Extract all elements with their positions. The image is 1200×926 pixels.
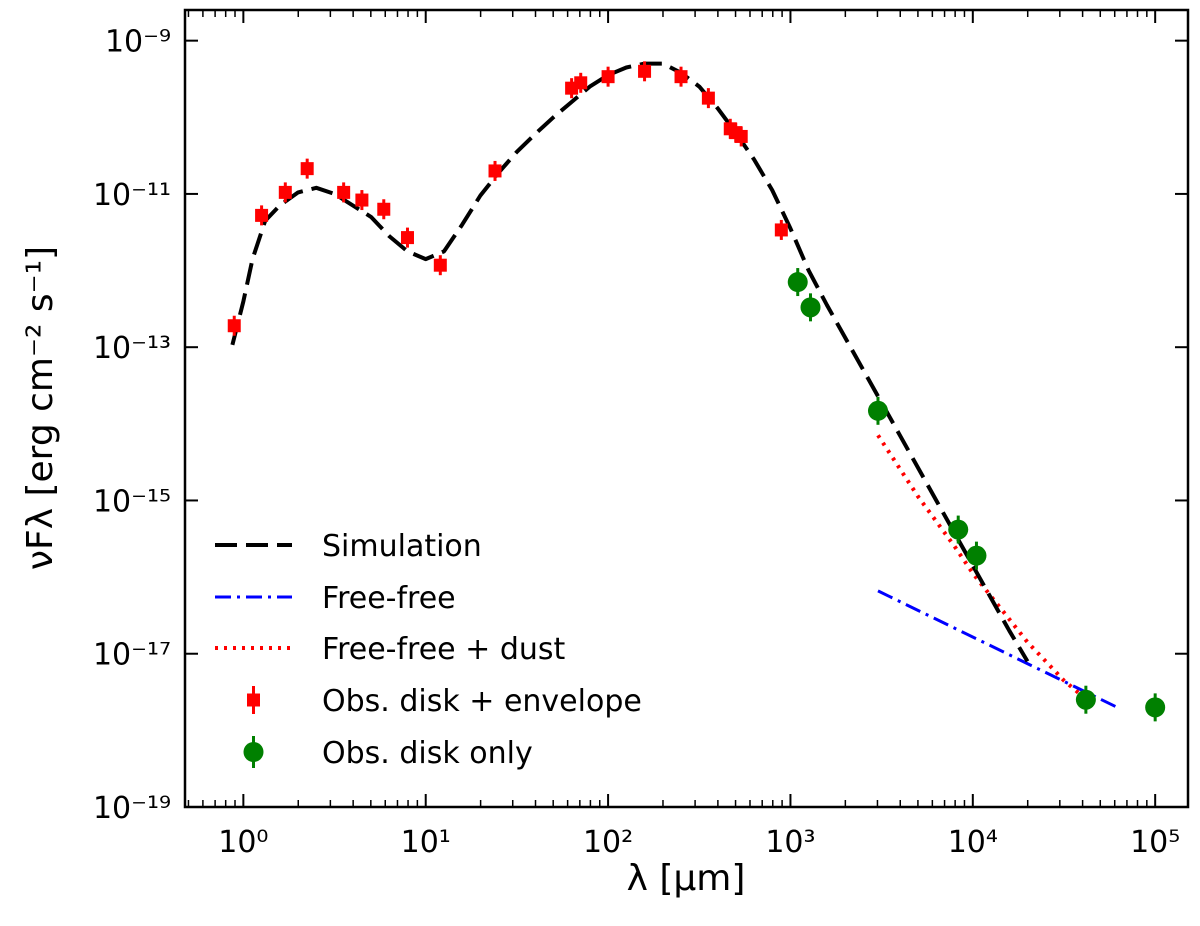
obs-disk-envelope-point [433,258,447,272]
obs-disk-envelope-point [638,64,652,78]
y-axis-label: νFλ [erg cm⁻² s⁻¹] [20,246,61,570]
legend: Simulation Free-free Free-free + dust Obs. … [215,529,642,771]
legend-free-free-label: Free-free [322,581,456,616]
y-tick-label: 10⁻¹¹ [93,178,171,213]
x-axis-label: λ [μm] [627,858,746,899]
obs-disk-envelope-point [774,223,788,237]
legend-obs-disk-only-swatch [243,742,264,762]
x-tick-label: 10⁵ [1130,825,1180,860]
free-free-line [877,589,1122,711]
simulation-line [230,61,1030,663]
obs-disk-only-point [800,297,821,318]
x-tick-label: 10⁴ [948,825,998,860]
obs-disk-envelope-point [574,76,588,90]
obs-disk-envelope-point [400,231,414,245]
legend-obs-disk-envelope-label: Obs. disk + envelope [322,684,642,719]
obs-disk-envelope-point [377,202,391,216]
y-tick-label: 10⁻¹⁷ [93,638,171,673]
x-tick-label: 10³ [765,825,815,860]
obs-disk-only-point [966,545,987,566]
obs-disk-only-point [867,400,888,421]
obs-disk-only-point [1145,697,1166,718]
obs-disk-envelope-point [255,208,269,222]
obs-disk-only-point [948,519,969,540]
obs-disk-only-point [1075,689,1096,710]
plot-layer [227,61,1166,722]
obs-disk-envelope-point [488,164,502,178]
obs-disk-envelope-point [355,193,369,207]
x-tick-label: 10² [583,825,633,860]
plot-frame [183,8,1190,809]
obs-disk-envelope-point [701,91,715,105]
y-tick-label: 10⁻¹⁹ [93,791,171,826]
y-tick-label: 10⁻¹³ [93,331,171,366]
tick-layer: 10⁰ 10¹ 10² 10³ 10⁴ 10⁵ 10⁻¹⁹ 10⁻¹⁷ 10⁻¹⁵ 10⁻¹³ 10… [93,10,1188,860]
x-tick-label: 10¹ [401,825,451,860]
obs-disk-envelope-point [734,129,748,143]
obs-disk-envelope-point [601,70,615,84]
y-tick-label: 10⁻¹⁵ [93,484,171,519]
free-free-dust-line [876,434,1084,698]
obs-disk-envelope-point [674,70,688,84]
legend-obs-disk-envelope-swatch [247,693,260,707]
obs-disk-only-point [787,272,808,293]
obs-disk-envelope-point [300,162,314,176]
obs-disk-envelope-point [278,185,292,199]
obs-disk-envelope-point [337,185,351,199]
x-tick-label: 10⁰ [218,825,268,860]
y-tick-label: 10⁻⁹ [105,25,171,60]
legend-free-free-dust-label: Free-free + dust [322,632,566,667]
obs-disk-envelope-point [227,319,241,333]
legend-simulation-label: Simulation [322,529,482,564]
legend-obs-disk-only-label: Obs. disk only [322,736,533,771]
